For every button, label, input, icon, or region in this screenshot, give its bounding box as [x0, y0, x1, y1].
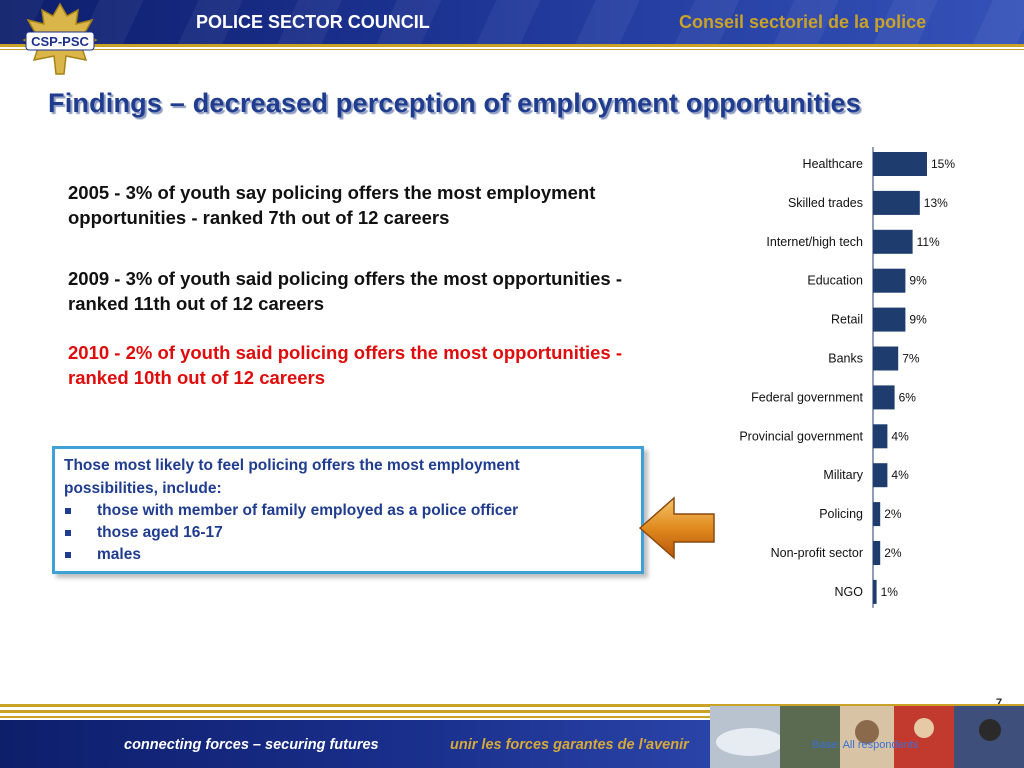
category-label: Non-profit sector: [771, 546, 863, 560]
value-label: 11%: [917, 235, 940, 249]
bar: [873, 424, 888, 449]
callout-bullet-list: those with member of family employed as …: [64, 500, 518, 566]
value-label: 4%: [891, 468, 909, 482]
category-label: Retail: [831, 313, 863, 327]
header-sheen: [0, 0, 1024, 44]
value-label: 15%: [931, 157, 955, 171]
bar: [873, 541, 881, 565]
header-gold-rule-thin: [0, 49, 1024, 50]
category-label: Provincial government: [739, 429, 863, 443]
value-label: 2%: [884, 507, 902, 521]
category-label: Education: [807, 274, 863, 288]
bar: [873, 152, 927, 176]
csp-psc-logo: CSP-PSC: [20, 2, 100, 78]
bar: [873, 229, 913, 254]
category-label: Federal government: [751, 390, 863, 404]
bar: [873, 463, 888, 488]
slide-title: Findings – decreased perception of emplo…: [48, 88, 861, 118]
logo-shield-icon: CSP-PSC: [22, 2, 98, 75]
callout-box: Those most likely to feel policing offer…: [52, 446, 644, 574]
bar: [873, 385, 895, 410]
logo-text: CSP-PSC: [31, 34, 89, 49]
value-label: 13%: [924, 196, 948, 210]
callout-bullet: those with member of family employed as …: [64, 500, 518, 522]
callout-bullet-text: those aged 16-17: [97, 524, 223, 541]
category-label: Military: [823, 468, 863, 482]
page-number: 7: [996, 697, 1003, 709]
category-label: Banks: [828, 352, 863, 366]
callout-bullet-text: those with member of family employed as …: [97, 502, 519, 519]
square-bullet-icon: [65, 530, 71, 536]
category-label: Skilled trades: [788, 196, 863, 210]
value-label: 4%: [891, 429, 909, 443]
bar: [873, 579, 877, 604]
value-label: 7%: [902, 352, 920, 366]
square-bullet-icon: [65, 552, 71, 558]
police-photo-collage: [710, 706, 1024, 768]
category-label: Healthcare: [803, 157, 863, 171]
base-note: Base: All respondents: [812, 739, 919, 751]
value-label: 2%: [884, 546, 902, 560]
callout-bullet-text: males: [97, 546, 141, 563]
value-label: 9%: [909, 313, 927, 327]
bar: [873, 307, 906, 332]
footer-tagline-fr: unir les forces garantes de l'avenir: [450, 737, 689, 753]
finding-2005: 2005 - 3% of youth say policing offers t…: [68, 182, 596, 228]
left-arrow-icon: [638, 496, 715, 560]
finding-2009: 2009 - 3% of youth said policing offers …: [68, 268, 623, 314]
header-gold-rule: [0, 44, 1024, 47]
bar: [873, 268, 906, 293]
header-banner: [0, 0, 1024, 44]
category-label: Internet/high tech: [766, 235, 863, 249]
category-label: NGO: [835, 585, 864, 599]
header-title-fr: Conseil sectoriel de la police: [679, 12, 927, 32]
square-bullet-icon: [65, 508, 71, 514]
callout-bullet: those aged 16-17: [64, 522, 518, 544]
category-label: Policing: [819, 507, 863, 521]
value-label: 9%: [909, 274, 927, 288]
bar: [873, 346, 899, 371]
bar: [873, 190, 920, 215]
header-title-en: POLICE SECTOR COUNCIL: [196, 12, 430, 32]
callout-intro: Those most likely to feel policing offer…: [64, 457, 520, 497]
callout-bullet: males: [64, 544, 518, 566]
bar: [873, 502, 881, 527]
finding-2010: 2010 - 2% of youth said policing offers …: [68, 342, 623, 388]
footer-tagline-en: connecting forces – securing futures: [124, 737, 379, 753]
value-label: 1%: [881, 585, 899, 599]
value-label: 6%: [899, 390, 917, 404]
careers-bar-chart: Healthcare 15% Skilled trades 13% Internet/h…: [739, 147, 955, 608]
